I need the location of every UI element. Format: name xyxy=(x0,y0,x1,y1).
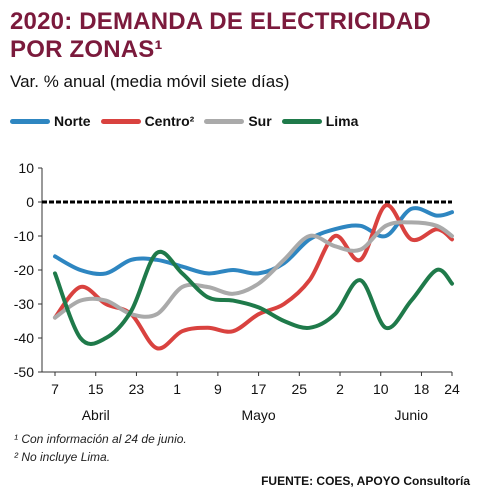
chart-title: 2020: DEMANDA DE ELECTRICIDAD POR ZONAS¹ xyxy=(10,8,480,64)
x-tick-label: 23 xyxy=(129,381,145,397)
month-label: Mayo xyxy=(241,407,275,423)
legend-item-lima: Lima xyxy=(281,113,359,129)
y-tick-label: -50 xyxy=(14,364,34,380)
y-tick-label: -30 xyxy=(14,296,34,312)
y-tick-label: 10 xyxy=(18,160,34,176)
x-tick-label: 10 xyxy=(373,381,389,397)
footnote-2: ² No incluye Lima. xyxy=(14,450,111,464)
chart-legend: Norte Centro² Sur Lima xyxy=(10,113,368,129)
y-tick-label: -20 xyxy=(14,262,34,278)
legend-item-norte: Norte xyxy=(10,113,91,129)
x-tick-label: 18 xyxy=(414,381,430,397)
line-chart: 10 0 -10 -20 -30 -40 -50 7 15 23 1 9 17 25 2 10 18 24 Abri… xyxy=(14,160,460,423)
y-tick-label: -10 xyxy=(14,228,34,244)
footnotes: ¹ Con información al 24 de junio. ² No i… xyxy=(14,430,187,466)
legend-swatch xyxy=(100,118,141,124)
x-tick-label: 15 xyxy=(88,381,104,397)
legend-label: Centro² xyxy=(144,113,195,129)
series-line-norte xyxy=(53,206,454,276)
x-tick-label: 24 xyxy=(444,381,460,397)
month-label: Abril xyxy=(82,407,110,423)
x-tick-label: 9 xyxy=(214,381,222,397)
series-line-lima xyxy=(53,249,454,346)
series-line-sur xyxy=(53,220,454,320)
x-tick-label: 25 xyxy=(292,381,308,397)
legend-item-centro: Centro² xyxy=(100,113,195,129)
legend-label: Norte xyxy=(54,113,91,129)
legend-swatch xyxy=(10,118,50,124)
footnote-1: ¹ Con información al 24 de junio. xyxy=(14,432,187,446)
chart-subtitle: Var. % anual (media móvil siete días) xyxy=(10,72,290,91)
x-tick-label: 2 xyxy=(336,381,344,397)
legend-label: Sur xyxy=(248,113,272,129)
x-tick-label: 1 xyxy=(173,381,181,397)
y-tick-label: -40 xyxy=(14,330,34,346)
legend-swatch xyxy=(204,118,245,124)
legend-label: Lima xyxy=(325,113,359,129)
legend-item-sur: Sur xyxy=(204,113,272,129)
x-tick-label: 7 xyxy=(51,381,59,397)
source-note: FUENTE: COES, APOYO Consultoría xyxy=(261,474,470,488)
legend-swatch xyxy=(281,118,322,124)
month-label: Junio xyxy=(395,407,429,423)
y-tick-label: 0 xyxy=(26,194,34,210)
x-tick-label: 17 xyxy=(251,381,267,397)
title-line-2: POR ZONAS¹ xyxy=(10,36,163,63)
title-line-1: 2020: DEMANDA DE ELECTRICIDAD xyxy=(10,8,431,35)
